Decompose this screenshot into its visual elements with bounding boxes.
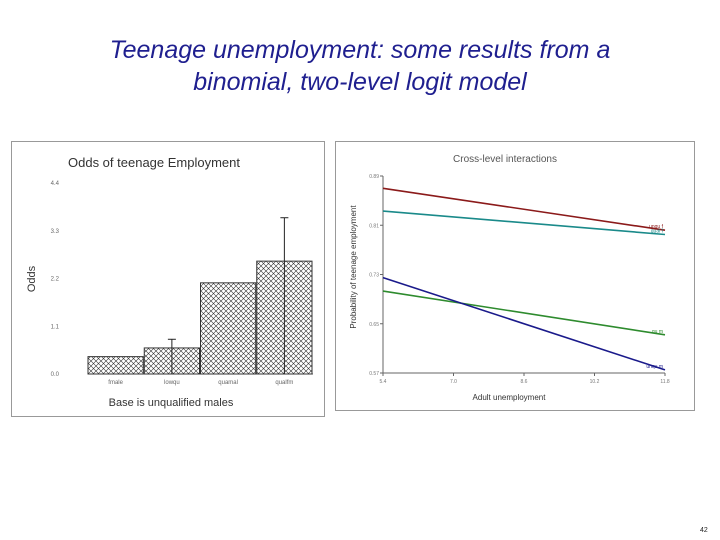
chart2-x-axis-label: Adult unemployment xyxy=(473,393,547,402)
chart2-y-axis-label: Probability of teenage employment xyxy=(349,205,358,329)
chart2-x-tick-labels: 5.4 7.0 8.6 10.2 11.8 xyxy=(380,379,670,385)
slide-title: Teenage unemployment: some results from … xyxy=(40,34,680,98)
chart2-series-line-qual-f xyxy=(382,210,666,236)
chart1-x-tick-fmale: fmale xyxy=(108,380,123,386)
chart2-series-label-qu-m: qu m xyxy=(652,329,663,335)
chart1-x-tick-labels: fmale lowqu quamal qualfm xyxy=(108,380,293,386)
chart2-series-line-qu-m xyxy=(382,290,666,336)
chart2-y-tick-3: 0.81 xyxy=(369,223,379,229)
chart2-x-tick-0: 5.4 xyxy=(380,379,387,385)
slide-title-line-2: binomial, two-level logit model xyxy=(193,68,527,96)
chart1-y-tick-3: 3.3 xyxy=(51,229,60,235)
chart2-series-line-unqu-f xyxy=(382,187,666,231)
chart2-frame xyxy=(335,141,695,411)
chart2-series-label-unqu-m: unqu m xyxy=(646,364,663,370)
chart1-bar-fmale xyxy=(87,356,144,375)
chart1-bars xyxy=(87,217,313,375)
chart2-y-tick-4: 0.89 xyxy=(369,174,379,180)
chart2-axes xyxy=(380,175,666,376)
chart1-title: Odds of teenage Employment xyxy=(68,155,240,170)
chart2-series-label-qual-f: qual f xyxy=(651,228,664,234)
chart1-y-tick-1: 1.1 xyxy=(51,324,60,330)
cross-level-line-chart: Cross-level interactions Probability of … xyxy=(335,141,695,411)
chart1-y-tick-0: 0.0 xyxy=(51,372,60,378)
chart2-x-tick-2: 8.6 xyxy=(521,379,528,385)
chart1-x-tick-quamal: quamal xyxy=(218,380,238,386)
odds-bar-chart: Odds of teenage Employment Odds Base is … xyxy=(11,141,325,417)
chart1-x-tick-qualfm: qualfm xyxy=(275,380,293,386)
chart2-y-tick-labels: 0.57 0.65 0.73 0.81 0.89 xyxy=(369,174,379,377)
chart2-title: Cross-level interactions xyxy=(453,154,557,165)
chart2-x-tick-3: 10.2 xyxy=(590,379,600,385)
chart1-x-axis-label: Base is unqualified males xyxy=(109,397,234,409)
chart2-x-tick-4: 11.8 xyxy=(660,379,670,385)
chart1-x-tick-lowqu: lowqu xyxy=(164,380,180,386)
chart1-y-tick-4: 4.4 xyxy=(51,181,60,187)
chart1-y-tick-2: 2.2 xyxy=(51,277,60,283)
chart2-series-lines xyxy=(382,187,666,371)
chart2-x-tick-1: 7.0 xyxy=(450,379,457,385)
chart2-y-tick-2: 0.73 xyxy=(369,273,379,279)
chart1-bar-quamal xyxy=(200,282,257,375)
chart2-y-tick-0: 0.57 xyxy=(369,371,379,377)
chart1-y-axis-label: Odds xyxy=(26,265,38,292)
chart2-series-line-unqu-m xyxy=(382,276,666,371)
chart2-series-label-unqu-f: unqu f xyxy=(649,224,664,230)
chart1-y-tick-labels: 0.0 1.1 2.2 3.3 4.4 xyxy=(51,181,60,378)
chart2-y-tick-1: 0.65 xyxy=(369,322,379,328)
slide-title-line-1: Teenage unemployment: some results from … xyxy=(109,36,611,64)
page-number: 42 xyxy=(700,527,708,534)
